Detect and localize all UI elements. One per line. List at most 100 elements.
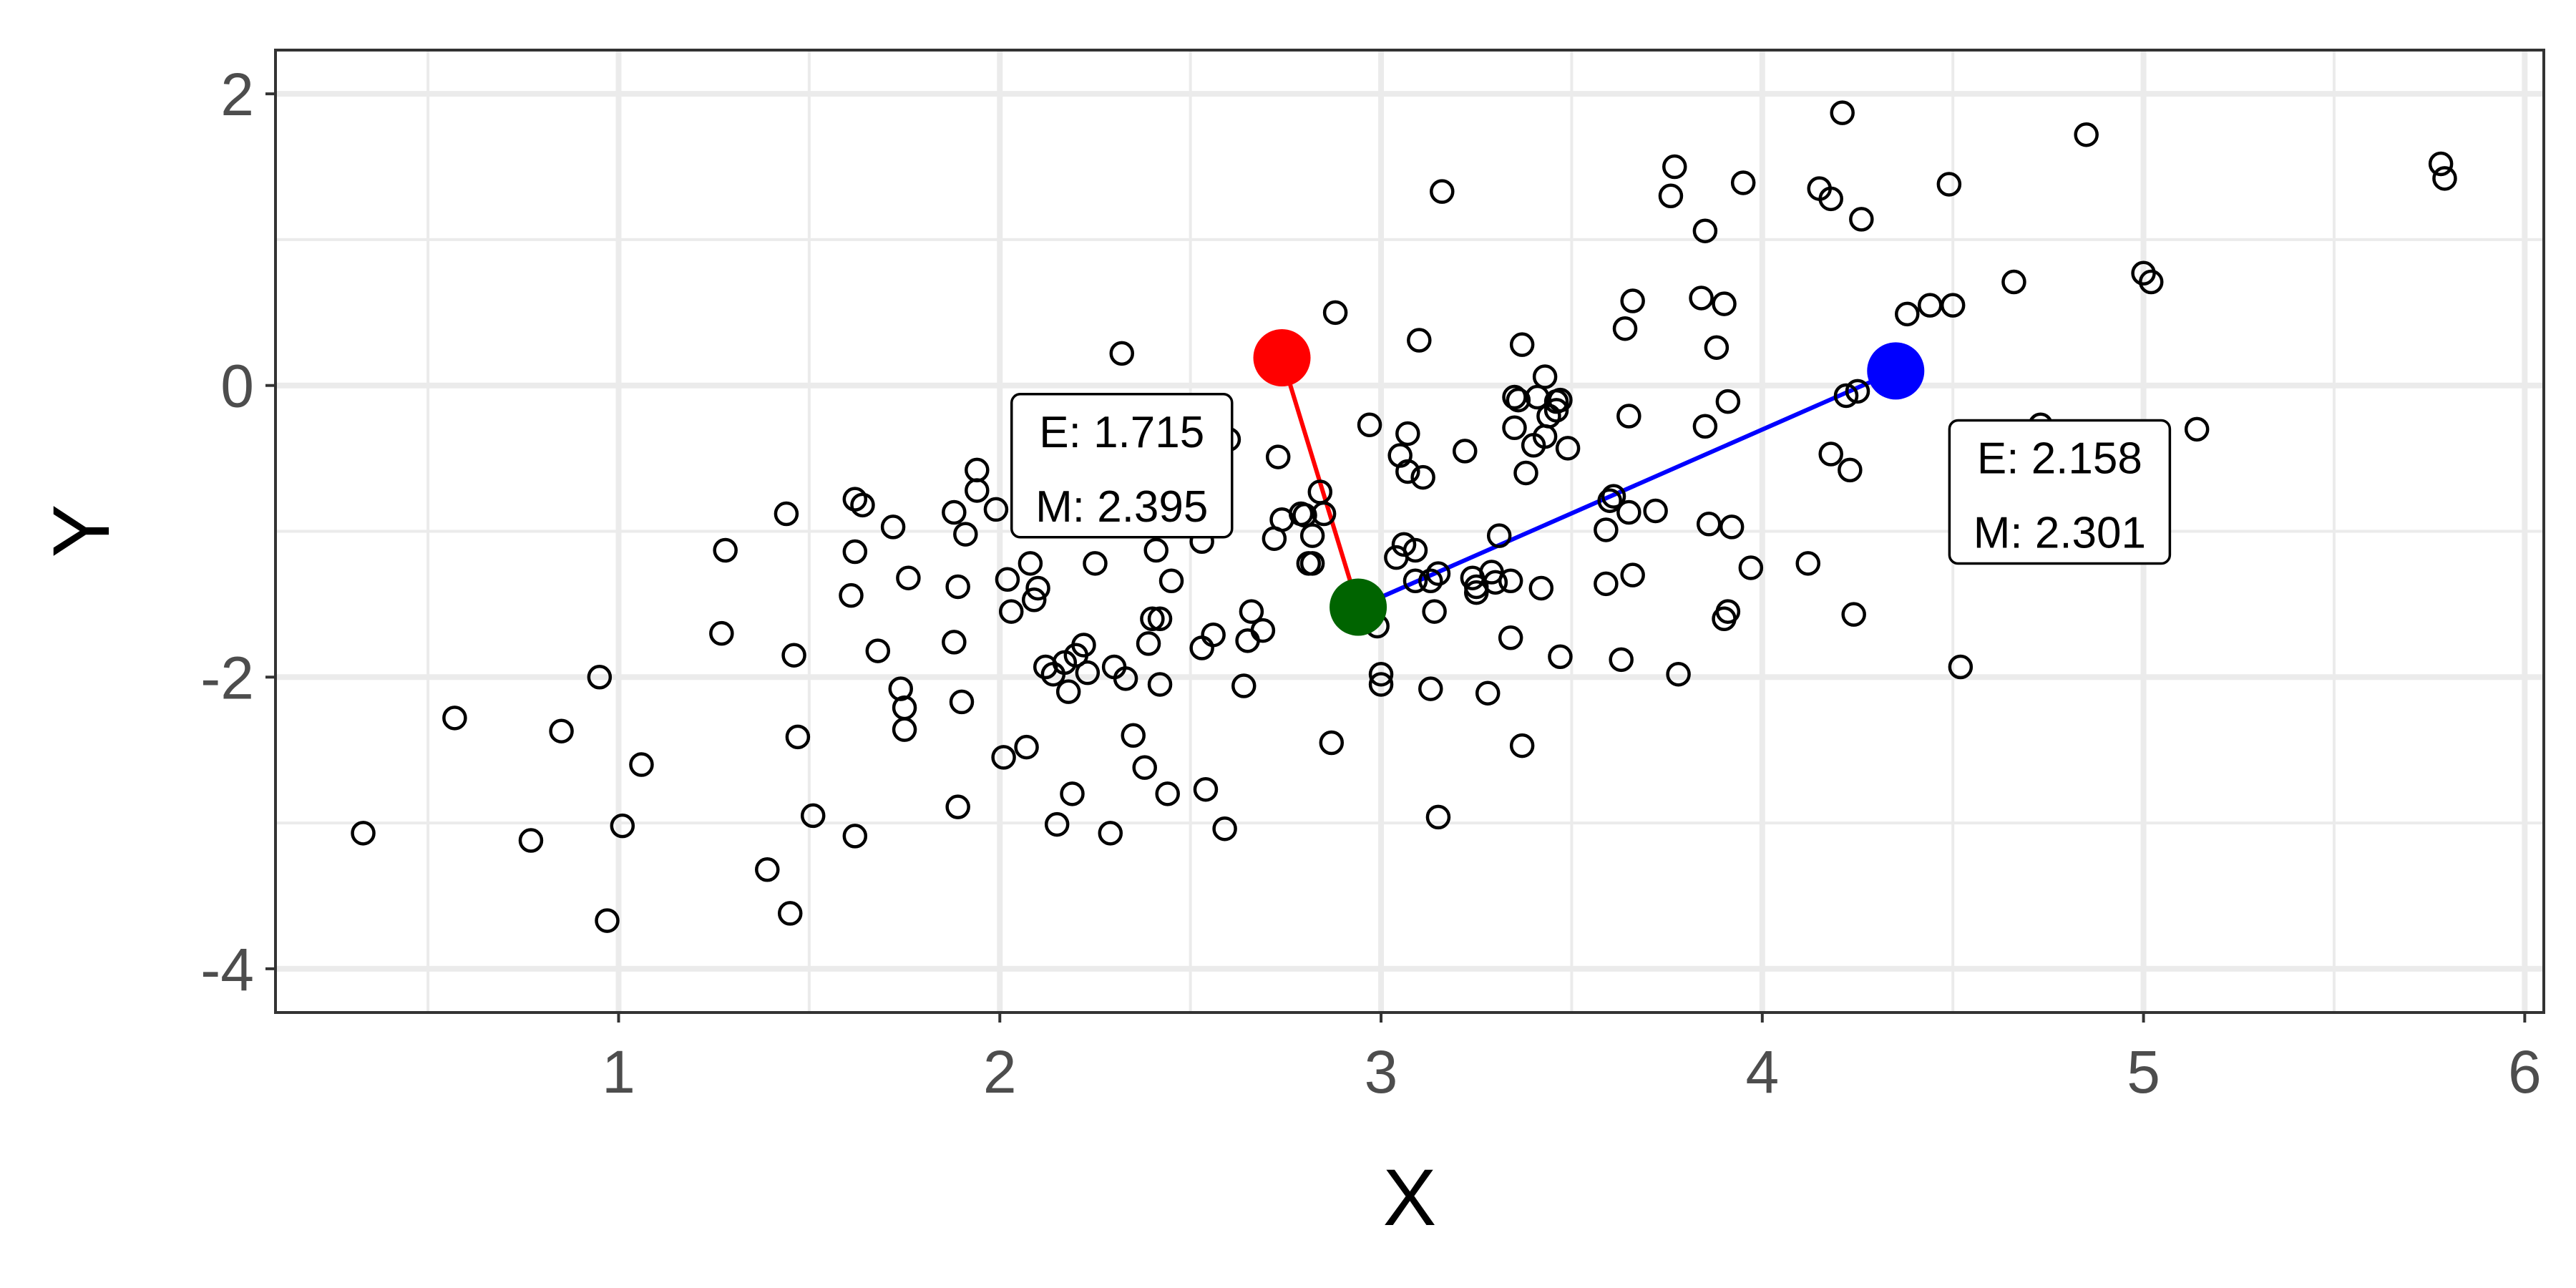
data-point <box>1475 680 1501 706</box>
data-point <box>945 794 970 819</box>
data-point <box>2138 269 2164 295</box>
highlight-point <box>1867 342 1925 400</box>
data-point <box>1692 218 1718 243</box>
annotation-text: M: 2.301 <box>1974 508 2146 557</box>
data-point <box>1506 387 1531 413</box>
data-point <box>1548 387 1573 413</box>
data-point <box>1132 755 1157 780</box>
data-point <box>1715 599 1741 624</box>
data-point <box>1936 172 1962 197</box>
data-point <box>880 514 906 540</box>
data-point <box>1830 100 1855 125</box>
data-point <box>2184 416 2210 442</box>
data-point <box>442 706 467 731</box>
data-point <box>1666 661 1691 687</box>
data-point <box>1689 286 1714 311</box>
data-point <box>1738 555 1764 580</box>
data-point <box>774 501 799 527</box>
panel-border <box>274 49 2545 1014</box>
data-point <box>991 745 1016 770</box>
data-point <box>1532 364 1558 389</box>
data-point <box>1422 599 1447 624</box>
data-point <box>1098 821 1123 846</box>
y-tick-label: 0 <box>220 353 254 420</box>
data-point <box>610 813 635 839</box>
y-tick-label: 2 <box>220 61 254 128</box>
data-point <box>896 565 921 590</box>
data-point <box>1719 514 1745 540</box>
data-point <box>351 821 376 846</box>
data-point <box>1895 301 1920 327</box>
data-point <box>1555 436 1581 461</box>
x-axis-ticks: 1 2 3 4 5 6 <box>602 1013 2542 1106</box>
data-point <box>1357 412 1382 437</box>
data-point <box>995 567 1020 592</box>
y-axis-ticks: -4 -2 0 2 <box>200 61 275 1003</box>
data-point <box>1158 568 1184 594</box>
data-point <box>1818 441 1843 467</box>
annotation-text: E: 1.715 <box>1039 408 1204 457</box>
data-point <box>1147 606 1173 632</box>
data-point <box>1597 488 1622 513</box>
data-point <box>1311 501 1337 527</box>
data-point <box>1658 183 1684 209</box>
data-point <box>1609 647 1634 673</box>
data-point <box>942 499 967 525</box>
data-point <box>1616 404 1641 429</box>
data-point <box>1612 316 1638 341</box>
data-point <box>1692 414 1718 439</box>
data-point <box>518 828 544 853</box>
data-point <box>1425 804 1451 830</box>
data-point <box>2074 122 2099 147</box>
data-point <box>1509 733 1535 758</box>
data-point <box>1430 179 1455 204</box>
data-point <box>1212 816 1237 841</box>
data-point <box>1231 673 1257 698</box>
data-point <box>1849 207 1874 232</box>
data-point <box>1616 499 1641 525</box>
data-point <box>549 718 574 743</box>
data-point <box>1021 587 1047 613</box>
data-point <box>1136 631 1161 656</box>
highlight-points <box>1253 328 1925 636</box>
data-point <box>777 901 803 926</box>
data-point <box>1140 606 1165 632</box>
data-point <box>2001 269 2026 295</box>
data-point <box>1594 517 1619 542</box>
data-point <box>892 717 917 742</box>
data-point <box>1940 293 1966 318</box>
data-point <box>1265 444 1291 469</box>
data-point <box>1513 460 1538 486</box>
x-tick-label: 5 <box>2127 1038 2160 1106</box>
data-point <box>1044 811 1070 837</box>
data-point <box>1410 464 1435 490</box>
data-point <box>842 487 868 512</box>
data-point <box>1730 170 1756 195</box>
data-point <box>839 582 864 608</box>
data-point <box>945 574 970 600</box>
data-point <box>713 537 738 563</box>
data-point <box>1075 660 1101 686</box>
data-point <box>1601 484 1626 509</box>
data-point <box>1060 781 1085 806</box>
data-point <box>1121 723 1146 748</box>
data-point <box>755 857 780 882</box>
data-point <box>1620 288 1645 313</box>
data-point <box>949 689 975 715</box>
highlight-point <box>1253 328 1311 386</box>
data-point <box>1463 580 1489 605</box>
data-point <box>2428 151 2454 177</box>
data-point <box>781 643 806 668</box>
data-point <box>1536 404 1561 429</box>
data-point <box>709 620 734 646</box>
data-point <box>1712 291 1737 316</box>
data-point <box>785 724 811 750</box>
data-point <box>1113 666 1138 691</box>
data-point <box>1486 523 1512 548</box>
data-point <box>629 752 654 777</box>
data-point <box>1620 562 1645 587</box>
data-point <box>842 539 868 565</box>
data-point <box>1662 154 1687 180</box>
data-point <box>1071 633 1096 658</box>
